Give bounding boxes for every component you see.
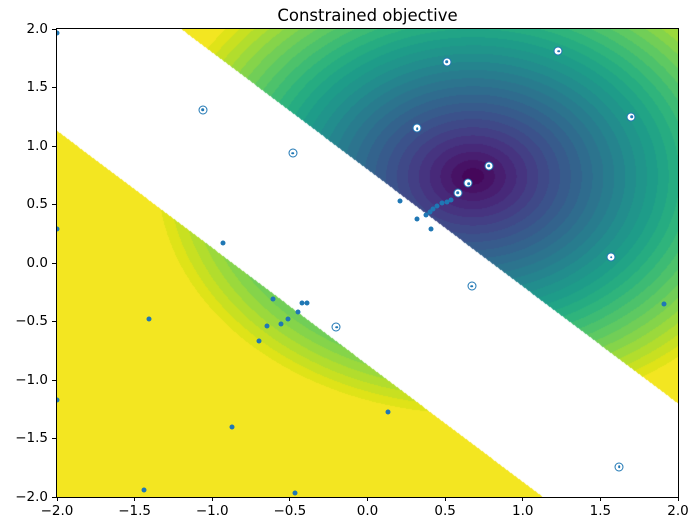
y-tick-mark — [52, 379, 56, 381]
evaluated-point-marker — [553, 46, 563, 56]
y-tick-label: 1.5 — [26, 79, 48, 95]
evaluated-point-marker — [442, 57, 452, 67]
x-tick-mark — [444, 497, 446, 501]
sample-point-marker — [428, 226, 434, 232]
sample-point-marker — [439, 200, 445, 206]
y-tick-mark — [52, 496, 56, 498]
x-tick-mark — [211, 497, 213, 501]
x-tick-mark — [56, 497, 58, 501]
y-tick-label: 0.5 — [26, 196, 48, 212]
sample-point-marker — [264, 323, 270, 329]
sample-point-marker — [397, 198, 403, 204]
y-tick-label: −1.5 — [15, 430, 48, 446]
x-tick-label: 0.0 — [356, 503, 379, 519]
x-tick-label: 2.0 — [667, 503, 689, 519]
sample-point-marker — [57, 226, 60, 232]
sample-point-marker — [256, 338, 262, 344]
x-tick-label: −2.0 — [40, 503, 74, 519]
y-tick-mark — [52, 204, 56, 205]
evaluated-point-marker — [198, 105, 208, 115]
sample-point-marker — [430, 206, 436, 212]
sample-point-marker — [292, 490, 298, 496]
sample-point-marker — [57, 30, 60, 35]
evaluated-point-marker — [331, 322, 341, 332]
scatter-points-layer — [57, 29, 678, 497]
chart-title: Constrained objective — [277, 6, 458, 25]
y-tick-label: −2.0 — [15, 488, 48, 505]
contour-plot-canvas — [57, 29, 678, 497]
evaluated-point-marker — [412, 123, 422, 133]
sample-point-marker — [299, 300, 305, 306]
sample-point-marker — [285, 316, 291, 322]
y-tick-mark — [52, 28, 56, 30]
y-tick-mark — [52, 438, 56, 439]
sample-point-marker — [270, 296, 276, 302]
sample-point-marker — [220, 240, 226, 246]
evaluated-point-marker — [467, 281, 477, 291]
x-tick-label: −1.5 — [118, 503, 152, 519]
evaluated-point-marker — [614, 462, 624, 472]
x-tick-label: 1.5 — [589, 503, 612, 519]
x-tick-mark — [289, 497, 291, 501]
evaluated-point-marker — [626, 112, 636, 122]
sample-point-marker — [295, 309, 301, 315]
y-tick-label: 2.0 — [26, 20, 48, 37]
evaluated-point-marker — [606, 252, 616, 262]
evaluated-point-marker — [453, 188, 463, 198]
evaluated-point-marker — [463, 178, 473, 188]
x-tick-mark — [677, 497, 679, 501]
y-tick-mark — [52, 145, 56, 147]
y-tick-label: −0.5 — [15, 313, 48, 329]
sample-point-marker — [448, 197, 454, 203]
sample-point-marker — [385, 409, 391, 415]
sample-point-marker — [141, 487, 147, 493]
sample-point-marker — [57, 397, 60, 403]
x-tick-mark — [367, 497, 368, 501]
sample-point-marker — [229, 424, 235, 430]
sample-point-marker — [427, 209, 433, 215]
evaluated-point-marker — [288, 148, 298, 158]
x-tick-label: −0.5 — [273, 503, 307, 519]
x-tick-label: −1.0 — [195, 503, 229, 519]
x-tick-label: 1.0 — [512, 503, 534, 519]
x-tick-mark — [522, 497, 524, 501]
sample-point-marker — [278, 321, 284, 327]
y-tick-mark — [52, 321, 56, 322]
x-tick-mark — [134, 497, 136, 501]
plot-area — [57, 29, 678, 497]
sample-point-marker — [661, 301, 667, 307]
evaluated-point-marker — [484, 161, 494, 171]
sample-point-marker — [444, 199, 450, 205]
sample-point-marker — [414, 216, 420, 222]
y-tick-label: 1.0 — [26, 137, 48, 154]
y-tick-mark — [52, 87, 56, 88]
sample-point-marker — [434, 203, 440, 209]
y-tick-mark — [52, 262, 56, 264]
sample-point-marker — [146, 316, 152, 322]
sample-point-marker — [304, 300, 310, 306]
y-tick-label: 0.0 — [26, 254, 48, 271]
sample-point-marker — [423, 212, 429, 218]
x-tick-mark — [599, 497, 601, 501]
y-tick-label: −1.0 — [15, 371, 48, 388]
x-tick-label: 0.5 — [434, 503, 456, 519]
